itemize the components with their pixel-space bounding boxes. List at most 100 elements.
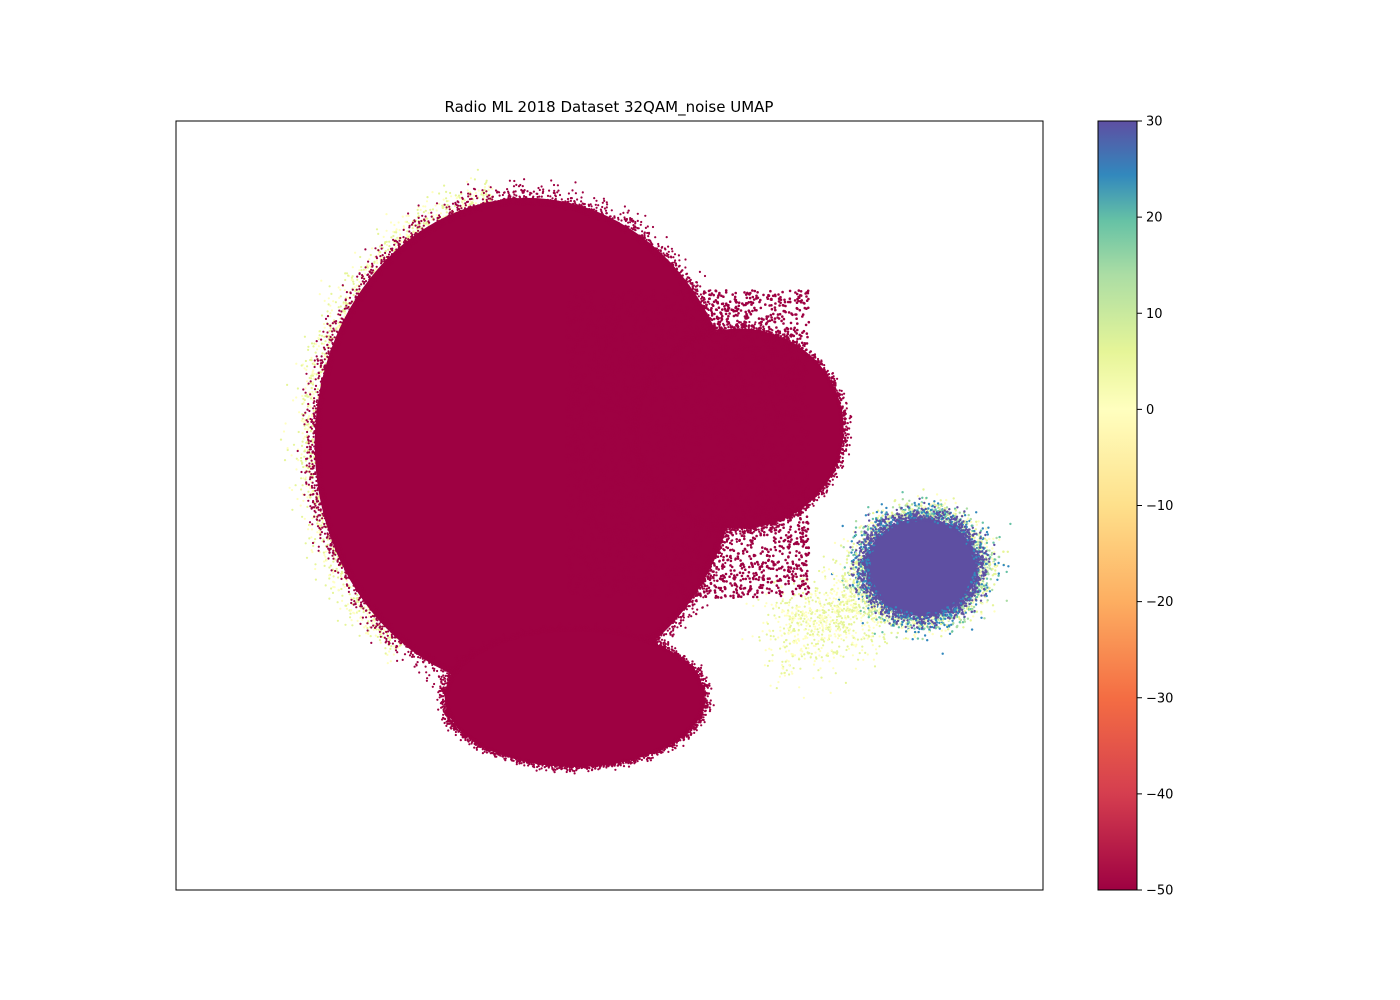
halo-point — [367, 632, 369, 634]
halo-point — [867, 637, 869, 639]
halo-point — [304, 367, 306, 369]
halo-point — [835, 594, 837, 596]
halo-point — [788, 664, 790, 666]
halo-point — [344, 279, 346, 281]
low-snr-point — [523, 178, 525, 180]
halo-point — [843, 639, 845, 641]
halo-point — [964, 621, 966, 623]
halo-point — [368, 265, 370, 267]
halo-point — [302, 466, 304, 468]
low-snr-point — [436, 202, 438, 204]
halo-point — [383, 236, 385, 238]
low-snr-point — [692, 603, 694, 605]
halo-point — [846, 562, 848, 564]
low-snr-point — [370, 269, 372, 271]
halo-point — [826, 619, 828, 621]
halo-point — [798, 593, 800, 595]
low-snr-point — [360, 283, 362, 285]
halo-point — [918, 507, 920, 509]
halo-point — [882, 509, 884, 511]
halo-point — [860, 598, 862, 600]
halo-point — [338, 286, 340, 288]
halo-point — [940, 635, 942, 637]
halo-point — [438, 203, 440, 205]
halo-point — [311, 415, 313, 417]
low-snr-point — [381, 244, 383, 246]
low-snr-point — [716, 574, 718, 576]
halo-point — [843, 546, 845, 548]
halo-point — [786, 669, 788, 671]
halo-point — [336, 568, 338, 570]
halo-point — [871, 613, 873, 615]
halo-point — [977, 539, 979, 541]
halo-point — [805, 647, 807, 649]
halo-point — [788, 623, 790, 625]
low-snr-point — [623, 230, 625, 232]
halo-point — [449, 192, 451, 194]
halo-point — [833, 584, 835, 586]
low-snr-point — [329, 532, 331, 534]
halo-point — [788, 660, 790, 662]
halo-point — [392, 235, 394, 237]
halo-point — [818, 624, 820, 626]
low-snr-point — [370, 626, 372, 628]
halo-point — [970, 619, 972, 621]
chart-title: Radio ML 2018 Dataset 32QAM_noise UMAP — [445, 98, 774, 117]
halo-point — [408, 236, 410, 238]
halo-point — [787, 609, 789, 611]
halo-point — [813, 581, 815, 583]
halo-point — [311, 387, 313, 389]
halo-point — [353, 597, 355, 599]
halo-point — [375, 635, 377, 637]
halo-point — [775, 604, 777, 606]
halo-point — [332, 592, 334, 594]
low-snr-point — [543, 200, 545, 202]
halo-point — [831, 602, 833, 604]
halo-point — [819, 610, 821, 612]
halo-point — [883, 638, 885, 640]
halo-point — [855, 526, 857, 528]
halo-point — [776, 602, 778, 604]
halo-point — [379, 251, 381, 253]
halo-point — [991, 589, 993, 591]
low-snr-point — [353, 585, 355, 587]
low-snr-point — [433, 218, 435, 220]
low-snr-point — [304, 412, 306, 414]
halo-point — [352, 266, 354, 268]
low-snr-point — [321, 517, 323, 519]
halo-point — [837, 623, 839, 625]
halo-point — [783, 627, 785, 629]
low-snr-point — [308, 383, 310, 385]
halo-point — [810, 609, 812, 611]
halo-point — [917, 631, 919, 633]
halo-point — [307, 425, 309, 427]
halo-point — [858, 589, 860, 591]
halo-point — [813, 664, 815, 666]
halo-point — [338, 297, 340, 299]
halo-point — [806, 637, 808, 639]
halo-point — [959, 512, 961, 514]
halo-point — [311, 342, 313, 344]
halo-point — [358, 610, 360, 612]
halo-point — [862, 628, 864, 630]
halo-point — [478, 190, 480, 192]
halo-point — [850, 623, 852, 625]
halo-point — [845, 682, 847, 684]
halo-point — [473, 195, 475, 197]
halo-point — [340, 588, 342, 590]
low-snr-point — [415, 225, 417, 227]
halo-point — [393, 653, 395, 655]
low-snr-point — [428, 674, 430, 676]
halo-point — [323, 552, 325, 554]
halo-point — [344, 310, 346, 312]
halo-point — [831, 593, 833, 595]
halo-point — [780, 602, 782, 604]
halo-point — [306, 557, 308, 559]
halo-point — [879, 635, 881, 637]
halo-point — [357, 601, 359, 603]
halo-point — [845, 633, 847, 635]
halo-point — [881, 631, 883, 633]
halo-point — [851, 546, 853, 548]
low-snr-point — [317, 469, 319, 471]
halo-point — [871, 632, 873, 634]
